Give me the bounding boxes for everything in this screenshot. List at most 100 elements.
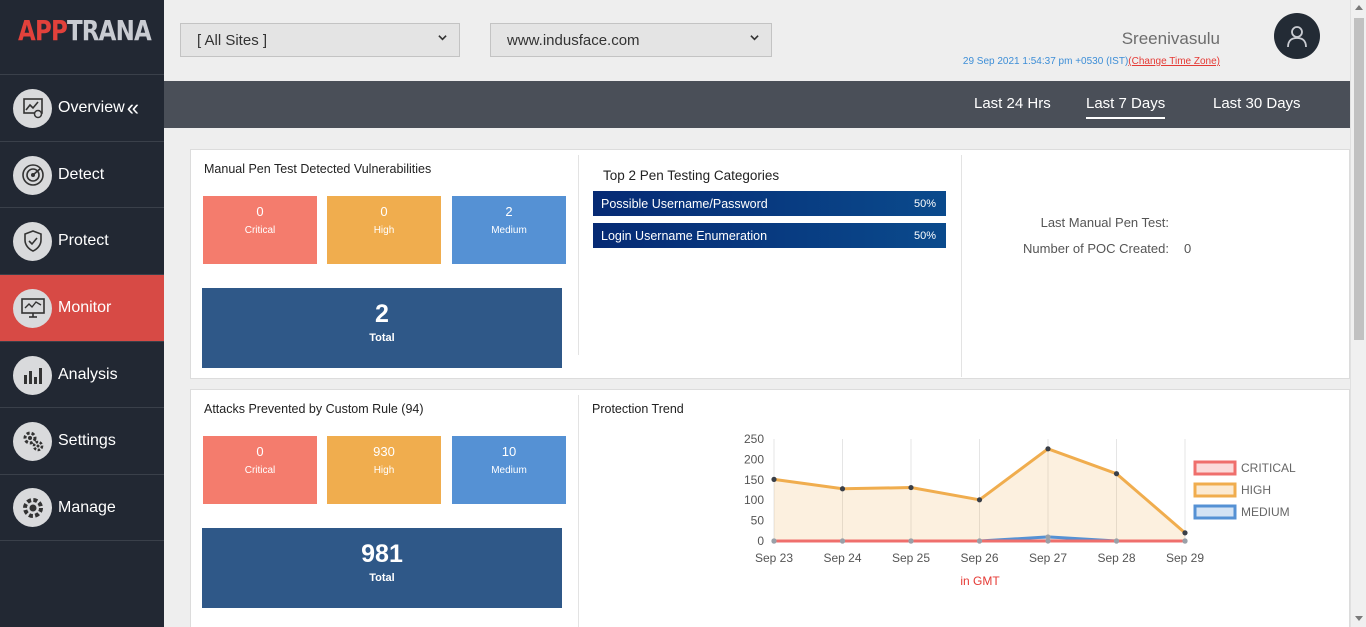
pen-test-title: Manual Pen Test Detected Vulnerabilities	[204, 162, 432, 176]
site-select-value: [ All Sites ]	[197, 31, 268, 49]
collapse-sidebar-icon[interactable]: «	[126, 95, 139, 120]
overview-icon	[13, 88, 52, 128]
x-tick-label: Sep 23	[755, 551, 793, 565]
data-point-critical[interactable]	[976, 538, 983, 544]
legend-label[interactable]: CRITICAL	[1241, 461, 1296, 475]
scrollbar-thumb[interactable]	[1354, 18, 1364, 340]
gear-icon	[13, 488, 52, 527]
pen-critical-card[interactable]: 0 Critical	[203, 196, 317, 264]
sidebar-item-detect[interactable]: Detect	[0, 141, 164, 208]
sidebar-item-analysis[interactable]: Analysis	[0, 341, 164, 408]
category-bar[interactable]: Possible Username/Password 50%	[593, 191, 946, 216]
apptrana-logo[interactable]: APPTRANA	[18, 14, 152, 47]
stat-label: Critical	[244, 465, 276, 476]
scroll-down-arrow-icon[interactable]	[1355, 616, 1363, 621]
categories-title: Top 2 Pen Testing Categories	[603, 168, 780, 183]
x-tick-label: Sep 27	[1029, 551, 1067, 565]
legend-swatch[interactable]	[1193, 504, 1237, 520]
stat-value: 0	[256, 204, 264, 219]
site-select[interactable]: [ All Sites ]	[180, 23, 460, 57]
data-point-critical[interactable]	[908, 538, 914, 544]
legend-swatch[interactable]	[1193, 482, 1237, 498]
logo-text-trana: TRANA	[66, 14, 152, 47]
sidebar-item-label: Protect	[58, 232, 109, 249]
chevron-down-icon	[750, 35, 759, 41]
tab-last-30-days[interactable]: Last 30 Days	[1213, 95, 1301, 112]
x-tick-label: Sep 24	[823, 551, 861, 565]
rule-medium-card[interactable]: 10 Medium	[452, 436, 566, 504]
category-name: Possible Username/Password	[601, 196, 768, 211]
stat-value: 930	[373, 444, 395, 459]
y-tick-label: 100	[744, 493, 764, 507]
current-time: 29 Sep 2021 1:54:37 pm +0530 (IST)(Chang…	[963, 56, 1220, 67]
data-point-high[interactable]	[839, 486, 846, 492]
sidebar-item-label: Manage	[58, 498, 116, 516]
data-point-high[interactable]	[1045, 446, 1051, 452]
tab-last-7-days[interactable]: Last 7 Days	[1086, 95, 1166, 119]
pen-total-card[interactable]: 2 Total	[202, 288, 562, 368]
data-point-high[interactable]	[908, 484, 914, 491]
stat-value: 2	[505, 204, 513, 219]
tab-last-24-hrs[interactable]: Last 24 Hrs	[974, 95, 1051, 112]
sidebar-item-manage[interactable]: Manage	[0, 474, 164, 541]
data-point-critical[interactable]	[1113, 538, 1120, 544]
data-point-high[interactable]	[1113, 471, 1120, 477]
stat-label: Medium	[491, 465, 527, 476]
username: Sreenivasulu	[1121, 29, 1220, 48]
y-tick-label: 0	[757, 534, 764, 548]
stat-value: 0	[256, 444, 264, 459]
data-point-high[interactable]	[976, 497, 983, 503]
sidebar-item-label: Settings	[58, 432, 116, 449]
domain-select[interactable]: www.indusface.com	[490, 23, 772, 57]
divider	[578, 395, 579, 627]
user-avatar[interactable]	[1274, 13, 1320, 59]
rule-high-card[interactable]: 930 High	[327, 436, 441, 504]
scroll-up-arrow-icon[interactable]	[1355, 5, 1363, 10]
rule-total-card[interactable]: 981 Total	[202, 528, 562, 608]
protection-trend-title: Protection Trend	[592, 402, 684, 416]
sidebar-item-label: Detect	[58, 166, 105, 183]
data-point-medium[interactable]	[1045, 534, 1051, 540]
change-timezone-link[interactable]: (Change Time Zone)	[1128, 56, 1220, 67]
pen-medium-card[interactable]: 2 Medium	[452, 196, 566, 264]
data-point-critical[interactable]	[771, 538, 777, 544]
poc-created-value: 0	[1184, 241, 1192, 256]
category-percent: 50%	[913, 229, 936, 242]
divider	[961, 155, 962, 377]
page-scrollbar[interactable]	[1350, 0, 1366, 627]
monitor-icon	[13, 288, 52, 328]
data-point-critical[interactable]	[1045, 538, 1051, 544]
y-tick-label: 250	[744, 432, 764, 446]
pen-high-card[interactable]: 0 High	[327, 196, 441, 264]
series-area-high	[774, 448, 1185, 541]
data-point-critical[interactable]	[839, 538, 846, 544]
sidebar-item-overview[interactable]: Overview «	[0, 74, 164, 141]
y-tick-label: 150	[744, 473, 764, 487]
bar-chart-icon	[13, 355, 52, 395]
logo-text-app: APP	[18, 14, 68, 47]
sidebar-item-settings[interactable]: Settings	[0, 407, 164, 474]
legend-label[interactable]: MEDIUM	[1241, 505, 1290, 519]
total-value: 2	[375, 300, 389, 328]
rule-critical-card[interactable]: 0 Critical	[203, 436, 317, 504]
legend-label[interactable]: HIGH	[1241, 483, 1271, 497]
category-percent: 50%	[913, 197, 936, 210]
sidebar-item-protect[interactable]: Protect	[0, 207, 164, 274]
category-bar[interactable]: Login Username Enumeration 50%	[593, 223, 946, 248]
x-tick-label: Sep 25	[892, 551, 930, 565]
data-point-high[interactable]	[771, 476, 777, 482]
category-name: Login Username Enumeration	[601, 228, 768, 243]
sidebar-item-label: Overview	[58, 99, 125, 116]
protection-trend-chart: Sep 23 Sep 24 Sep 25 Sep 26 Sep 27 Sep 28 Sep …	[744, 432, 1296, 588]
legend-swatch[interactable]	[1193, 460, 1237, 476]
data-point-high[interactable]	[1182, 530, 1188, 536]
data-point-critical[interactable]	[1182, 538, 1188, 544]
total-value: 981	[361, 540, 403, 568]
x-tick-label: Sep 29	[1166, 551, 1204, 565]
time-range-bar: Last 24 Hrs Last 7 Days Last 30 Days	[164, 81, 1350, 128]
timestamp-text: 29 Sep 2021 1:54:37 pm +0530 (IST)	[962, 56, 1129, 67]
domain-select-value: www.indusface.com	[507, 31, 640, 49]
total-label: Total	[369, 332, 395, 344]
sidebar-item-monitor[interactable]: Monitor	[0, 274, 164, 341]
x-tick-label: Sep 26	[960, 551, 998, 565]
